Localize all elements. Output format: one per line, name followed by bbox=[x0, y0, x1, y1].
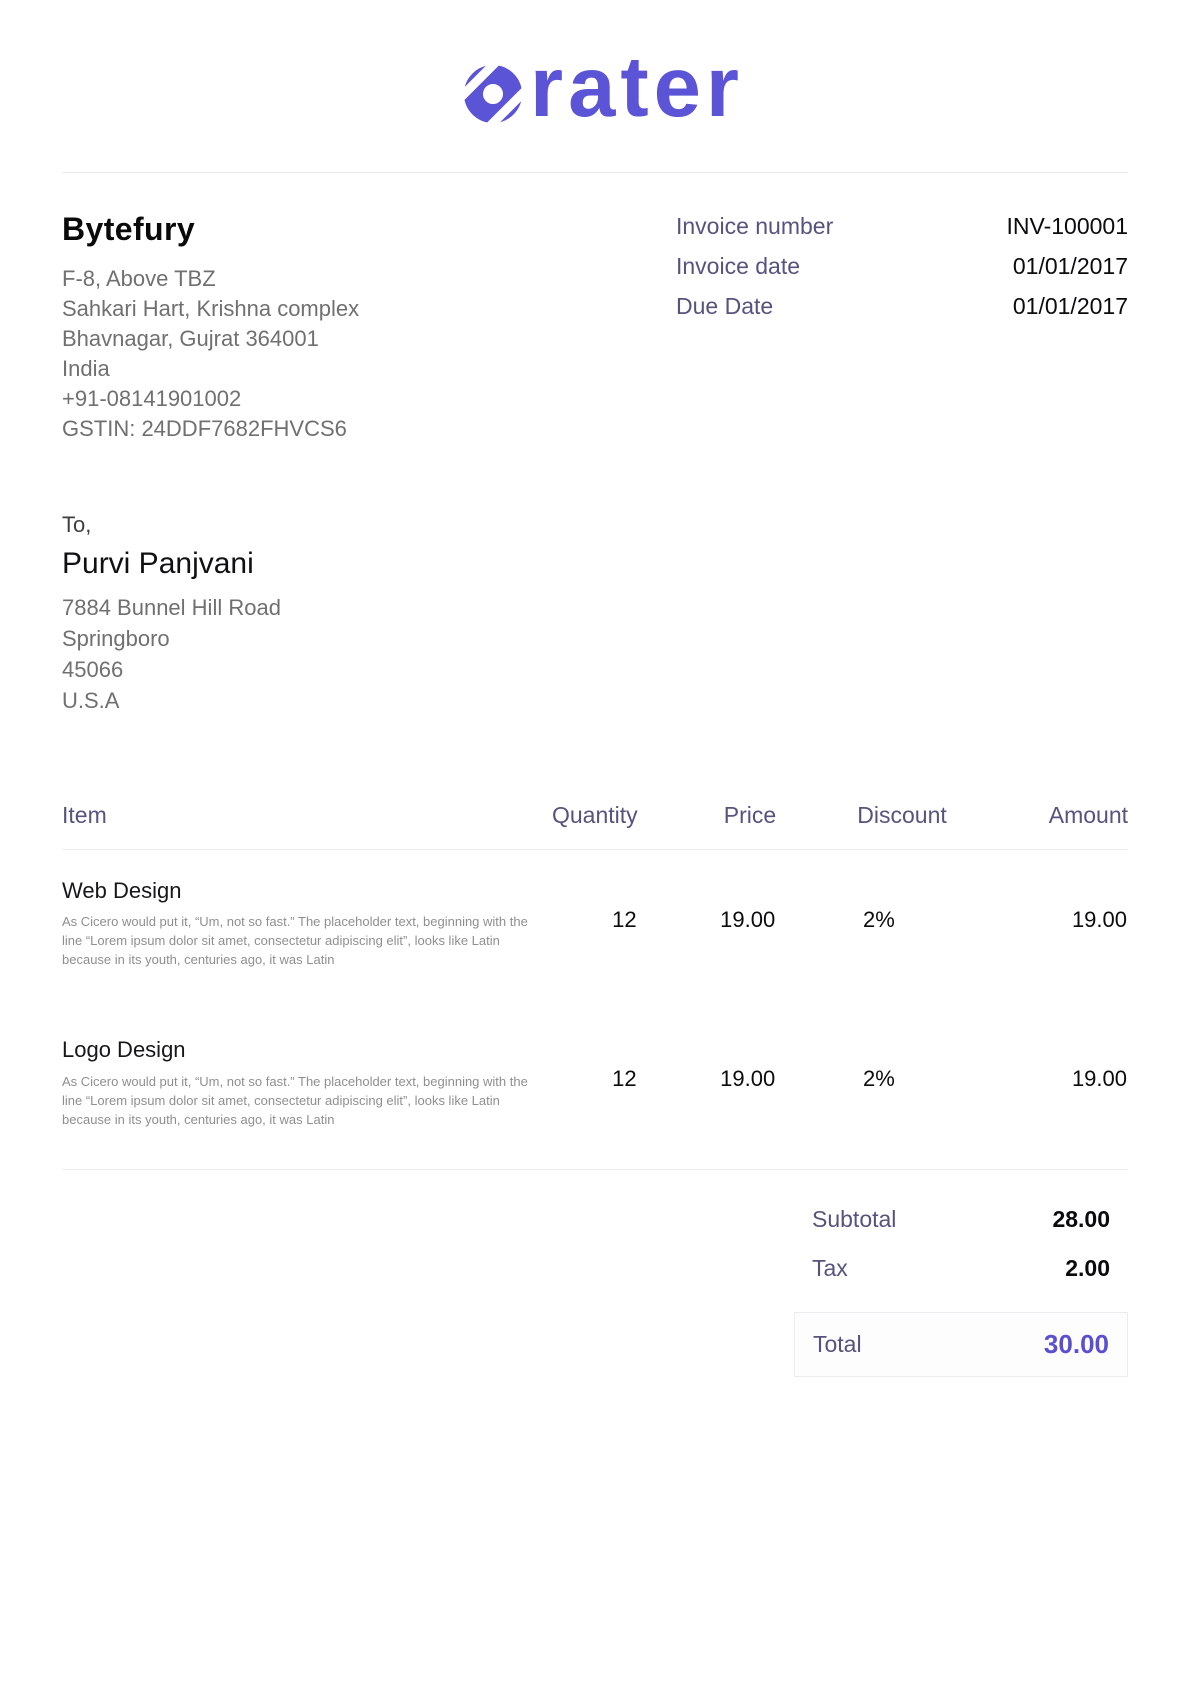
crater-wordmark-svg: rater bbox=[445, 36, 744, 134]
seller-phone: +91-08141901002 bbox=[62, 385, 242, 411]
invoice-number-row: Invoice number INV-100001 bbox=[676, 213, 1128, 240]
subtotal-value: 28.00 bbox=[1052, 1205, 1110, 1232]
item-cell: Logo Design As Cicero would put it, “Um,… bbox=[62, 1009, 528, 1170]
due-date-row: Due Date 01/01/2017 bbox=[676, 293, 1128, 320]
totals-section: Subtotal 28.00 Tax 2.00 Total 30.00 bbox=[794, 1206, 1128, 1377]
seller-address-line: Sahkari Hart, Krishna complex bbox=[62, 295, 360, 321]
due-date-label: Due Date bbox=[676, 293, 774, 319]
item-price: 19.00 bbox=[720, 906, 776, 932]
table-row: Web Design As Cicero would put it, “Um, … bbox=[62, 849, 1128, 1009]
item-discount: 2% bbox=[776, 1009, 947, 1170]
client-address-line: Springboro bbox=[62, 625, 170, 651]
due-date-value: 01/01/2017 bbox=[1012, 293, 1128, 319]
client-name: Purvi Panjvani bbox=[62, 546, 254, 580]
invoice-meta: Invoice number INV-100001 Invoice date 0… bbox=[676, 213, 1128, 444]
header-divider bbox=[62, 172, 1128, 173]
item-description: As Cicero would put it, “Um, not so fast… bbox=[62, 914, 528, 968]
bill-to-salutation: To, bbox=[62, 511, 92, 537]
invoice-date-row: Invoice date 01/01/2017 bbox=[676, 253, 1128, 280]
item-name: Logo Design bbox=[62, 1037, 186, 1063]
table-row: Logo Design As Cicero would put it, “Um,… bbox=[62, 1009, 1128, 1170]
col-header-price: Price bbox=[637, 801, 777, 850]
item-amount: 19.00 bbox=[1071, 906, 1127, 932]
invoice-date-label: Invoice date bbox=[676, 253, 801, 279]
subtotal-row: Subtotal 28.00 bbox=[794, 1206, 1128, 1233]
seller-block: Bytefury F-8, Above TBZ Sahkari Hart, Kr… bbox=[62, 211, 359, 444]
items-table: Item Quantity Price Discount Amount Web … bbox=[62, 801, 1128, 1170]
seller-name: Bytefury bbox=[62, 211, 196, 247]
col-header-amount: Amount bbox=[946, 801, 1128, 850]
invoice-date-value: 01/01/2017 bbox=[1012, 253, 1128, 279]
seller-address-line: F-8, Above TBZ bbox=[62, 265, 216, 291]
item-amount: 19.00 bbox=[946, 1009, 1128, 1170]
item-quantity: 12 bbox=[499, 1009, 638, 1170]
crater-logo: rater bbox=[62, 34, 1128, 134]
crater-wordmark: rater bbox=[530, 40, 744, 134]
invoice-number-value: INV-100001 bbox=[1006, 213, 1128, 239]
total-box: Total 30.00 bbox=[794, 1311, 1128, 1377]
subtotal-label: Subtotal bbox=[812, 1205, 897, 1232]
item-name: Web Design bbox=[62, 877, 182, 903]
seller-address-line: India bbox=[62, 355, 110, 381]
item-description: As Cicero would put it, “Um, not so fast… bbox=[62, 1073, 528, 1127]
client-address-line: 7884 Bunnel Hill Road bbox=[62, 594, 281, 620]
seller-address-line: Bhavnagar, Gujrat 364001 bbox=[62, 325, 319, 351]
item-cell: Web Design As Cicero would put it, “Um, … bbox=[62, 849, 528, 1009]
col-header-discount: Discount bbox=[776, 801, 947, 850]
crater-c-icon bbox=[445, 36, 551, 134]
tax-value: 2.00 bbox=[1065, 1254, 1110, 1281]
item-quantity: 12 bbox=[612, 906, 637, 932]
tax-label: Tax bbox=[812, 1254, 848, 1281]
parties-section: Bytefury F-8, Above TBZ Sahkari Hart, Kr… bbox=[62, 211, 1128, 444]
tax-row: Tax 2.00 bbox=[794, 1255, 1128, 1282]
total-label: Total bbox=[813, 1330, 862, 1357]
col-header-quantity: Quantity bbox=[499, 801, 638, 850]
invoice-number-label: Invoice number bbox=[676, 213, 834, 239]
col-header-item: Item bbox=[62, 801, 500, 850]
client-address-line: U.S.A bbox=[62, 687, 120, 713]
item-price: 19.00 bbox=[637, 1009, 777, 1170]
seller-gstin: GSTIN: 24DDF7682FHVCS6 bbox=[62, 415, 347, 441]
bill-to-block: To, Purvi Panjvani 7884 Bunnel Hill Road… bbox=[62, 510, 1128, 716]
client-address-line: 45066 bbox=[62, 656, 124, 682]
total-value: 30.00 bbox=[1043, 1328, 1109, 1359]
item-discount: 2% bbox=[862, 906, 895, 932]
table-header-row: Item Quantity Price Discount Amount bbox=[62, 801, 1128, 850]
